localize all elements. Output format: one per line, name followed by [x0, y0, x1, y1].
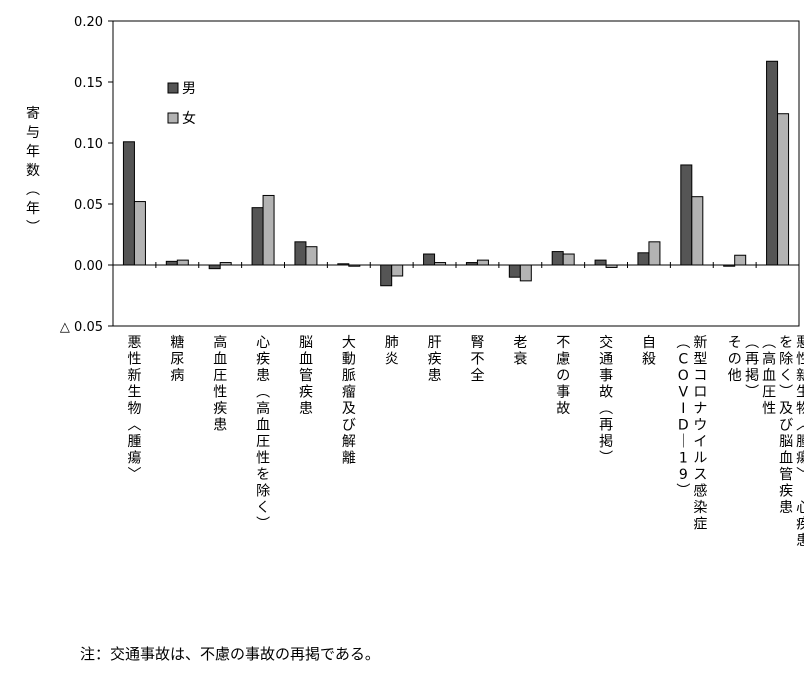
x-tick-label: 脳血管疾患 [299, 335, 313, 417]
y-tick-label: 0.05 [74, 198, 103, 213]
bar-female [434, 262, 447, 266]
svg-text:自殺: 自殺 [642, 335, 656, 368]
bar-female [605, 264, 618, 268]
legend-label: 男 [182, 81, 196, 97]
y-tick-label: 0.00 [74, 259, 103, 274]
svg-text:交通事故︵再掲︶: 交通事故︵再掲︶ [599, 334, 613, 467]
bar-female [476, 259, 489, 266]
x-tick-label: 新型コロナウイルス感染症︵ C O V I D ｜ 1 9 ︶ [676, 335, 707, 533]
x-tick-label: 大動脈瘤及び解離 [342, 335, 356, 467]
svg-text:大動脈瘤及び解離: 大動脈瘤及び解離 [342, 335, 356, 467]
x-tick-label: 肝疾患 [428, 335, 442, 384]
bar-male [251, 207, 264, 266]
svg-text:肺炎: 肺炎 [385, 335, 399, 368]
x-tick-label: 不慮の事故 [556, 335, 570, 417]
x-tick-label: 腎不全 [470, 335, 484, 384]
chart-bars [122, 60, 790, 287]
legend-swatch [167, 112, 179, 124]
y-axis-label: 寄与年数︵年︶ [26, 105, 40, 236]
bar-female [305, 246, 318, 266]
y-tick-label: 0.20 [74, 15, 103, 30]
legend-label: 女 [182, 110, 196, 127]
y-tick-label: △ 0.05 [60, 320, 103, 335]
bar-female [391, 264, 404, 277]
bar-female [777, 113, 790, 266]
bar-female [734, 254, 747, 266]
bar-female [348, 264, 361, 267]
bar-male [465, 262, 478, 266]
bar-male [337, 263, 350, 266]
bar-male [208, 264, 221, 270]
svg-text:心疾患︵高血圧性を除く︶: 心疾患︵高血圧性を除く︶ [256, 335, 270, 533]
svg-text:老衰: 老衰 [513, 335, 527, 368]
bar-male [723, 264, 736, 267]
svg-text:︵高血圧性: ︵高血圧性 [762, 335, 776, 417]
bar-male [594, 259, 607, 266]
bar-male [423, 253, 436, 266]
bar-female [133, 201, 146, 266]
plot-frame [112, 20, 800, 327]
x-tick-label: 肺炎 [385, 335, 399, 368]
bar-male [766, 60, 779, 266]
chart-labels: 寄与年数︵年︶ 悪性新生物︿腫瘍﹀ 糖尿病 高血圧性疾患 心疾患︵高血圧性を除く︶ 脳血管… [26, 105, 804, 549]
bar-female [262, 194, 275, 266]
svg-text:その他: その他 [728, 335, 742, 384]
bar-male [551, 251, 564, 266]
bar-male [380, 264, 393, 287]
svg-text:不慮の事故: 不慮の事故 [556, 335, 570, 417]
bar-male [122, 141, 135, 266]
bar-female [691, 196, 704, 266]
svg-text:糖尿病: 糖尿病 [170, 335, 184, 384]
x-tick-label: 悪性新生物︿腫瘍﹀ [127, 335, 141, 483]
x-tick-label: 心疾患︵高血圧性を除く︶ [256, 335, 270, 533]
x-tick-label: 老衰 [513, 335, 527, 368]
x-tick-label: 交通事故︵再掲︶ [599, 334, 613, 467]
svg-text:︵再掲︶: ︵再掲︶ [745, 335, 759, 401]
chart-legend: 男女 [167, 81, 196, 127]
svg-text:を除く︶及び脳血管疾患: を除く︶及び脳血管疾患 [779, 335, 793, 516]
y-tick-label: 0.10 [74, 137, 103, 152]
bar-female [219, 262, 232, 266]
bar-female [562, 253, 575, 266]
svg-text:肝疾患: 肝疾患 [428, 335, 442, 384]
legend-swatch [167, 82, 179, 94]
bar-female [648, 241, 661, 266]
x-tick-label: 糖尿病 [170, 335, 184, 384]
svg-text:悪性新生物︿腫瘍﹀: 悪性新生物︿腫瘍﹀ [127, 335, 141, 483]
svg-text:脳血管疾患: 脳血管疾患 [299, 335, 313, 417]
svg-text:新型コロナウイルス感染症: 新型コロナウイルス感染症 [693, 335, 707, 533]
bar-male [637, 252, 650, 266]
bar-female [519, 264, 532, 282]
bar-male [508, 264, 521, 278]
bar-male [294, 241, 307, 266]
svg-text:腎不全: 腎不全 [470, 335, 484, 384]
x-tick-label: その他 [728, 335, 742, 384]
svg-text:悪性新生物︿腫瘍﹀︑心疾患: 悪性新生物︿腫瘍﹀︑心疾患 [796, 335, 804, 549]
y-tick-label: 0.15 [74, 76, 103, 91]
x-tick-label: 自殺 [642, 335, 656, 368]
svg-text:高血圧性疾患: 高血圧性疾患 [213, 334, 227, 434]
bar-male [165, 260, 178, 266]
x-tick-label: 高血圧性疾患 [213, 334, 227, 434]
bar-male [680, 164, 693, 266]
footnote: 注：交通事故は、不慮の事故の再掲である。 [80, 645, 380, 663]
bar-female [176, 259, 189, 266]
